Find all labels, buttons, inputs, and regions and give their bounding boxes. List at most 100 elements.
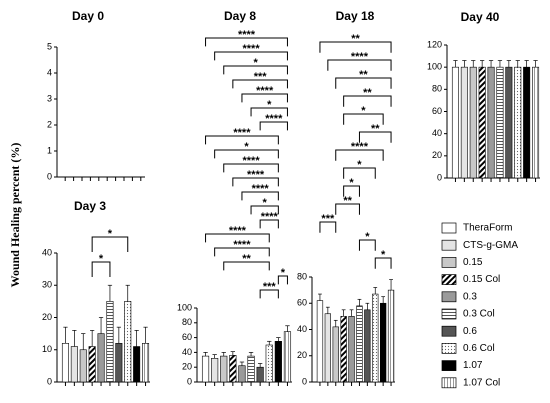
y-tick-label: 4: [47, 67, 52, 77]
significance-label: ****: [351, 51, 369, 63]
bar: [451, 66, 459, 179]
significance-label: **: [371, 123, 380, 135]
significance-bracket: [327, 59, 392, 71]
significance-bracket: [343, 185, 360, 197]
significance-label: **: [343, 195, 352, 207]
significance-bracket: [205, 135, 279, 145]
bar: [496, 66, 504, 179]
bar: [265, 344, 273, 383]
significance-label: *: [357, 159, 362, 171]
significance-bracket: [223, 163, 279, 173]
significance-bracket: [358, 131, 392, 143]
significance-label: ***: [321, 213, 335, 225]
significance-bracket: [277, 275, 288, 285]
significance-label: ****: [351, 141, 369, 153]
legend-swatch: [441, 239, 457, 251]
significance-label: ****: [265, 113, 283, 125]
chart-title: Day 40: [461, 10, 500, 24]
significance-label: *: [381, 249, 386, 261]
bar: [356, 305, 363, 383]
legend-label: 0.15: [463, 257, 483, 268]
bar: [61, 342, 69, 383]
y-tick-label: 100: [427, 62, 442, 72]
bar: [97, 333, 105, 383]
legend-swatch: [441, 257, 457, 268]
y-tick-label: 120: [427, 39, 442, 49]
significance-label: ****: [229, 225, 247, 237]
significance-label: *: [263, 197, 268, 209]
significance-bracket: [343, 95, 392, 107]
significance-label: **: [242, 253, 251, 265]
y-tick-label: 3: [47, 93, 52, 103]
significance-bracket: [214, 247, 270, 257]
significance-label: ****: [238, 29, 256, 41]
bar: [332, 326, 339, 383]
legend-swatch: [441, 343, 457, 354]
significance-bracket: [214, 149, 279, 159]
bar: [460, 66, 468, 179]
y-tick-label: 20: [432, 150, 442, 160]
significance-bracket: [358, 239, 376, 251]
y-tick-label: 80: [182, 317, 192, 327]
y-tick-label: 80: [432, 84, 442, 94]
bar: [283, 331, 292, 383]
legend-label: 0.15 Col: [463, 274, 500, 285]
significance-label: ***: [254, 71, 268, 83]
significance-bracket: [343, 167, 376, 179]
legend-label: 0.3: [463, 291, 477, 302]
y-axis-label: Wound Healing percent (%): [8, 143, 22, 288]
bar: [532, 66, 540, 179]
significance-label: ****: [252, 183, 270, 195]
y-tick-label: 0: [47, 376, 52, 386]
bar: [274, 340, 282, 383]
bar: [238, 365, 246, 383]
y-tick-label: 60: [432, 106, 442, 116]
significance-label: *: [267, 99, 272, 111]
bar: [106, 301, 114, 383]
significance-bracket: [343, 113, 384, 125]
bar: [70, 346, 78, 383]
significance-bracket: [259, 121, 288, 131]
y-tick-label: 60: [297, 298, 307, 308]
y-tick-label: 10: [42, 344, 52, 354]
bar: [523, 66, 531, 179]
bar: [372, 293, 379, 383]
bar: [220, 355, 228, 383]
y-tick-label: 100: [177, 302, 192, 312]
legend-label: 0.6: [463, 326, 477, 337]
bar: [487, 66, 495, 179]
significance-label: ****: [242, 43, 260, 55]
y-tick-label: 2: [47, 119, 52, 129]
significance-label: *: [99, 253, 104, 265]
y-tick-label: 40: [432, 128, 442, 138]
y-tick-label: 5: [47, 41, 52, 51]
legend-swatch: [441, 222, 457, 234]
significance-label: ****: [242, 155, 260, 167]
bar: [133, 346, 141, 383]
bar: [478, 66, 486, 179]
bar: [115, 342, 123, 383]
significance-label: *: [108, 228, 113, 240]
significance-label: ***: [263, 281, 277, 293]
bar: [211, 358, 219, 383]
significance-bracket: [319, 41, 392, 53]
legend-label: 0.6 Col: [463, 343, 495, 354]
legend-label: 1.07 Col: [463, 377, 500, 388]
chart-title: Day 3: [74, 199, 106, 213]
significance-label: ****: [247, 169, 265, 181]
bar: [505, 66, 513, 179]
legend-swatch: [441, 308, 457, 320]
significance-bracket: [250, 107, 288, 117]
y-tick-label: 40: [42, 247, 52, 257]
significance-bracket: [91, 236, 129, 252]
significance-label: **: [363, 87, 372, 99]
significance-label: ****: [256, 85, 274, 97]
legend-swatch: [441, 360, 457, 371]
bar: [142, 342, 150, 383]
significance-bracket: [259, 219, 279, 229]
legend-label: TheraForm: [463, 223, 512, 234]
legend-swatch: [441, 274, 457, 285]
y-tick-label: 0: [187, 376, 192, 386]
chart-title: Day 8: [224, 9, 256, 23]
